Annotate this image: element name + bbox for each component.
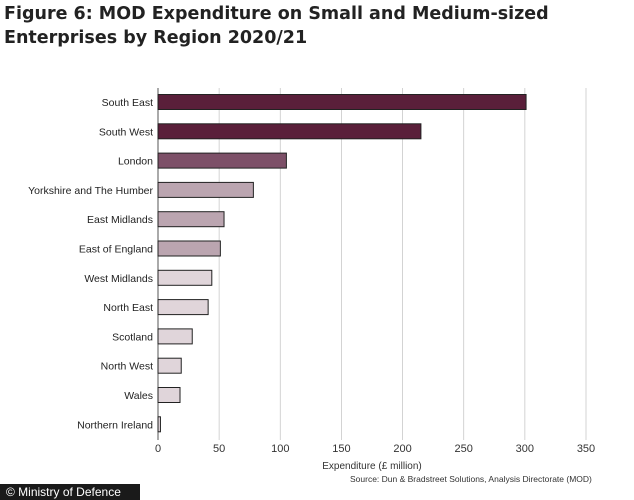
category-label-north-east: North East [103, 302, 153, 314]
category-label-northern-ireland: Northern Ireland [77, 419, 153, 431]
x-tick-label-50: 50 [213, 443, 225, 455]
category-label-west-midlands: West Midlands [84, 273, 153, 285]
bar-yorkshire-and-the-humber [157, 181, 254, 198]
category-label-london: London [118, 156, 153, 168]
bar-north-west [157, 357, 182, 374]
bar-wales [157, 387, 181, 403]
bar-south-east [157, 94, 527, 110]
bar-east-of-england [157, 240, 221, 257]
x-tick-label-0: 0 [155, 443, 161, 455]
figure-title: Figure 6: MOD Expenditure on Small and M… [4, 4, 549, 48]
category-label-north-west: North West [101, 361, 153, 373]
credit-bar: © Ministry of Defence [0, 484, 140, 500]
x-tick-label-100: 100 [271, 443, 289, 455]
bar-east-midlands [157, 211, 225, 228]
bar-south-west [157, 123, 422, 140]
x-tick-label-200: 200 [393, 443, 411, 455]
category-label-east-of-england: East of England [79, 244, 153, 256]
bar-north-east [157, 299, 209, 316]
x-axis-title: Expenditure (£ million) [322, 461, 422, 472]
source-note: Source: Dun & Bradstreet Solutions, Anal… [350, 474, 592, 484]
bar-london [157, 152, 287, 169]
category-label-south-west: South West [99, 126, 153, 138]
x-tick-label-150: 150 [332, 443, 350, 455]
bar-scotland [157, 328, 193, 345]
bar-northern-ireland [157, 416, 161, 433]
bar-west-midlands [157, 269, 213, 286]
category-label-yorkshire-and-the-humber: Yorkshire and The Humber [28, 185, 153, 197]
category-label-scotland: Scotland [112, 331, 153, 343]
x-tick-label-350: 350 [577, 443, 595, 455]
category-label-south-east: South East [102, 97, 153, 109]
category-label-east-midlands: East Midlands [87, 214, 153, 226]
x-tick-label-300: 300 [516, 443, 534, 455]
category-label-wales: Wales [124, 390, 153, 402]
x-tick-label-250: 250 [455, 443, 473, 455]
